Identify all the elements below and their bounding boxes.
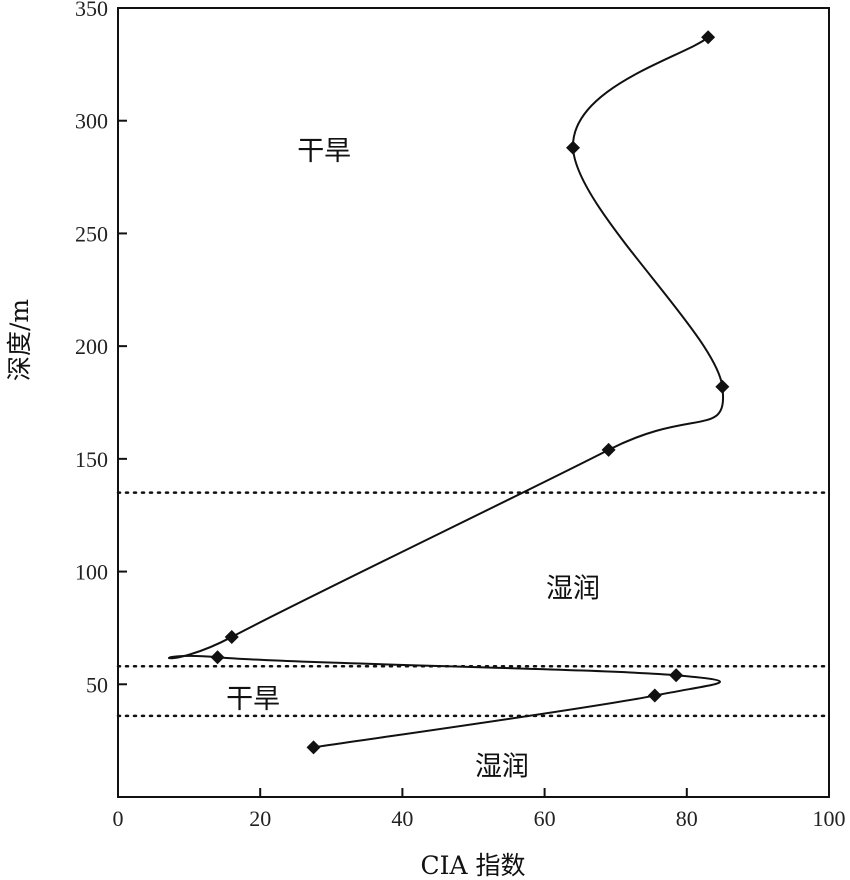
data-point-marker bbox=[210, 650, 225, 665]
data-point-marker bbox=[566, 140, 581, 155]
data-point-marker bbox=[224, 629, 239, 644]
zone-label: 湿润 bbox=[475, 751, 529, 782]
y-tick-label: 200 bbox=[75, 334, 108, 359]
zone-label: 湿润 bbox=[546, 573, 600, 604]
x-tick-label: 100 bbox=[813, 806, 846, 831]
data-point-marker bbox=[669, 668, 684, 683]
y-tick-label: 250 bbox=[75, 221, 108, 246]
zone-label: 干旱 bbox=[297, 136, 351, 167]
data-point-marker bbox=[306, 740, 321, 755]
x-axis-ticks: 0 20 40 60 80 100 bbox=[113, 788, 846, 831]
x-tick-label: 60 bbox=[534, 806, 556, 831]
data-point-marker bbox=[715, 379, 730, 394]
x-tick-label: 0 bbox=[113, 806, 124, 831]
cia-curve bbox=[167, 36, 725, 749]
x-tick-label: 80 bbox=[676, 806, 698, 831]
data-point-marker bbox=[701, 30, 716, 45]
y-tick-label: 150 bbox=[75, 447, 108, 472]
data-point-marker bbox=[647, 688, 662, 703]
data-point-marker bbox=[601, 442, 616, 457]
data-markers bbox=[210, 30, 730, 755]
zone-label: 干旱 bbox=[226, 684, 280, 715]
x-axis-title: CIA 指数 bbox=[420, 851, 525, 880]
y-tick-label: 350 bbox=[75, 0, 108, 21]
y-tick-label: 300 bbox=[75, 109, 108, 134]
y-tick-label: 100 bbox=[75, 560, 108, 585]
plot-frame bbox=[117, 7, 830, 798]
y-axis-ticks: 50 100 150 200 250 300 350 bbox=[75, 0, 127, 697]
zone-boundaries bbox=[116, 491, 831, 718]
y-tick-label: 50 bbox=[86, 672, 108, 697]
x-tick-label: 40 bbox=[391, 806, 413, 831]
x-tick-label: 20 bbox=[249, 806, 271, 831]
y-axis-title: 深度/m bbox=[5, 299, 34, 381]
